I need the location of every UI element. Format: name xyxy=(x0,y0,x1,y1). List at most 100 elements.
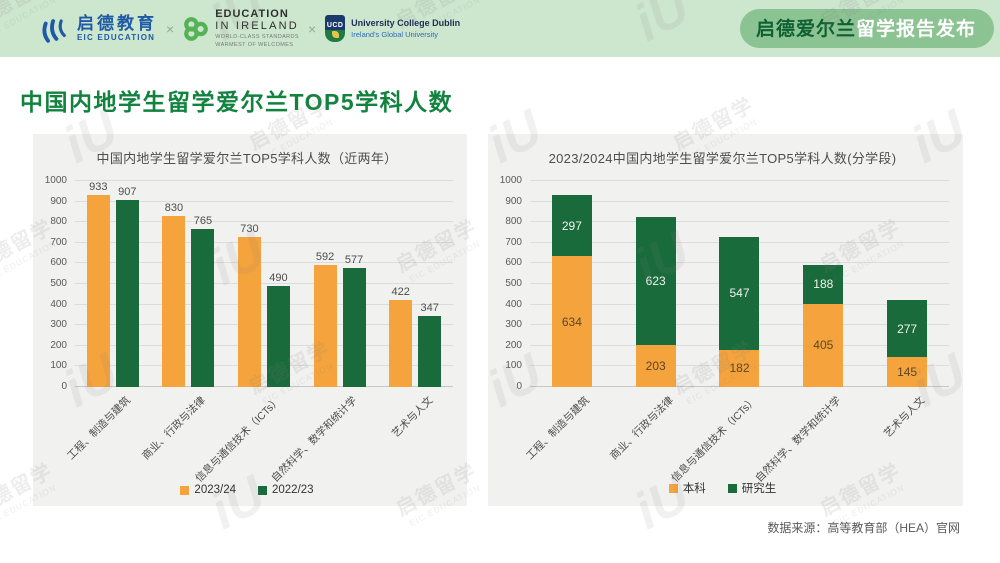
legend-label: 2023/24 xyxy=(194,484,236,496)
bar-segment-本科: 405 xyxy=(803,303,844,387)
stacked-bar: 547 182 xyxy=(719,236,760,387)
report-badge: 启德爱尔兰留学报告发布 xyxy=(739,9,994,48)
gridline xyxy=(530,221,949,223)
x-axis-label: 商业、行政与法律 xyxy=(607,394,676,463)
y-axis-tick: 0 xyxy=(61,381,67,392)
bar-value-label: 577 xyxy=(344,254,364,267)
y-axis-tick: 400 xyxy=(505,298,522,310)
y-axis-tick: 900 xyxy=(505,195,522,207)
y-axis-tick: 600 xyxy=(505,257,522,269)
logo-separator: × xyxy=(166,20,175,37)
segment-value-label: 182 xyxy=(729,361,750,376)
logo-separator: × xyxy=(307,20,317,37)
data-source-note: 数据来源：高等教育部（HEA）官网 xyxy=(767,521,960,535)
bars-area: 297 634 623 203 547 182 188 405 277 145 xyxy=(530,181,949,387)
bar-group: 623 203 xyxy=(614,181,698,387)
stacked-bar-chart: 0 100 200 300 400 500 600 700 800 900 1000 297 634 6… xyxy=(496,175,949,392)
bar-segment-本科: 145 xyxy=(887,357,928,387)
bar-with-label: 933 xyxy=(86,181,110,387)
segment-value-label: 405 xyxy=(813,338,834,353)
legend-label: 研究生 xyxy=(741,483,777,495)
segment-value-label: 203 xyxy=(645,359,666,374)
legend-swatch xyxy=(668,483,678,493)
legend-item: 本科 xyxy=(668,480,706,496)
y-axis-tick: 700 xyxy=(505,236,522,248)
bar-group: 933 907 xyxy=(75,181,151,387)
ei-logo-sub2: WARMEST OF WELCOMES xyxy=(215,42,294,49)
segment-value-label: 623 xyxy=(645,274,666,289)
x-axis-labels: 工程、制造与建筑 商业、行政与法律 信息与通信技术（ICTs） 自然科学、数学和统计学… xyxy=(65,387,453,484)
x-axis-cell: 艺术与人文 xyxy=(377,387,453,484)
bar-with-label: 347 xyxy=(418,181,442,387)
bar-group: 188 405 xyxy=(781,181,865,387)
bar-group: 592 577 xyxy=(302,181,378,387)
bar-segment-研究生: 547 xyxy=(719,236,760,350)
gridline xyxy=(75,262,453,264)
ucd-abbr: UCD xyxy=(326,22,344,29)
bar-with-label: 730 xyxy=(237,181,261,387)
segment-value-label: 145 xyxy=(897,365,918,380)
education-in-ireland-logo: EDUCATION IN IRELAND WORLD-CLASS STANDAR… xyxy=(183,8,299,49)
bar-with-label: 765 xyxy=(191,181,215,387)
gridline xyxy=(75,344,453,346)
bar-with-label: 422 xyxy=(389,181,413,387)
legend-item: 2023/24 xyxy=(180,484,236,496)
segment-value-label: 547 xyxy=(729,286,750,301)
bar-with-label: 592 xyxy=(313,181,337,387)
header: 启德教育 EIC EDUCATION × EDUCATION IN IRELAN… xyxy=(0,0,1000,57)
bar-segment-研究生: 297 xyxy=(551,195,592,257)
bar-group: 297 634 xyxy=(530,181,614,387)
y-axis-tick: 0 xyxy=(516,381,522,392)
bar-segment-研究生: 277 xyxy=(887,300,928,358)
bar-2022/23 xyxy=(266,286,290,387)
y-axis-tick: 300 xyxy=(505,319,522,331)
y-axis-tick: 500 xyxy=(505,278,522,289)
bar-2022/23 xyxy=(342,268,366,387)
x-axis-label: 艺术与人文 xyxy=(881,394,927,441)
harp-icon xyxy=(331,31,339,38)
segment-value-label: 188 xyxy=(813,277,834,292)
bar-2023/24 xyxy=(237,236,261,387)
stacked-bar: 277 145 xyxy=(887,300,928,387)
y-axis-tick: 200 xyxy=(505,339,522,351)
x-axis-cell: 工程、制造与建筑 xyxy=(524,387,614,480)
stacked-bar: 623 203 xyxy=(635,216,676,387)
eic-education-logo: 启德教育 EIC EDUCATION xyxy=(38,15,157,43)
gridline xyxy=(75,241,453,243)
bar-segment-本科: 203 xyxy=(635,345,676,387)
shamrock-icon xyxy=(184,16,209,41)
gridline xyxy=(75,303,453,305)
x-axis-label: 艺术与人文 xyxy=(389,394,436,441)
bar-2022/23 xyxy=(115,200,139,387)
y-axis-tick: 400 xyxy=(50,298,67,310)
x-axis-label: 工程、制造与建筑 xyxy=(64,394,133,463)
x-axis-cell: 工程、制造与建筑 xyxy=(65,387,151,484)
x-axis-cell: 自然科学、数学和统计学 xyxy=(269,387,378,484)
eic-logo-cn: 启德教育 xyxy=(77,14,157,34)
bar-2023/24 xyxy=(162,216,186,387)
y-axis-tick: 200 xyxy=(50,339,67,351)
plot-area: 297 634 623 203 547 182 188 405 277 145 xyxy=(530,180,949,387)
bar-value-label: 830 xyxy=(164,202,184,215)
gridline xyxy=(75,221,453,223)
y-axis-tick: 1000 xyxy=(499,175,522,186)
bars-area: 933 907 830 765 730 490 592 577 422 347 xyxy=(75,181,453,387)
eic-logo-en: EIC EDUCATION xyxy=(77,32,156,42)
segment-value-label: 297 xyxy=(561,218,582,233)
y-axis-tick: 800 xyxy=(50,216,67,228)
ei-logo-line1: EDUCATION xyxy=(215,8,289,21)
bar-2023/24 xyxy=(86,195,110,387)
bar-with-label: 907 xyxy=(115,181,139,387)
bar-segment-本科: 182 xyxy=(719,349,760,387)
bar-group: 730 490 xyxy=(226,181,302,387)
plot-area: 933 907 830 765 730 490 592 577 422 347 xyxy=(75,180,453,387)
y-axis-tick: 900 xyxy=(50,195,67,207)
stacked-bar: 297 634 xyxy=(551,195,592,387)
x-axis-cell: 艺术与人文 xyxy=(865,387,949,480)
y-axis: 0 100 200 300 400 500 600 700 800 900 1000 xyxy=(41,175,75,392)
bar-value-label: 490 xyxy=(269,272,288,285)
x-axis-label: 工程、制造与建筑 xyxy=(523,394,592,463)
bar-value-label: 907 xyxy=(118,186,137,199)
segment-value-label: 634 xyxy=(561,314,582,329)
bar-value-label: 933 xyxy=(89,181,108,193)
